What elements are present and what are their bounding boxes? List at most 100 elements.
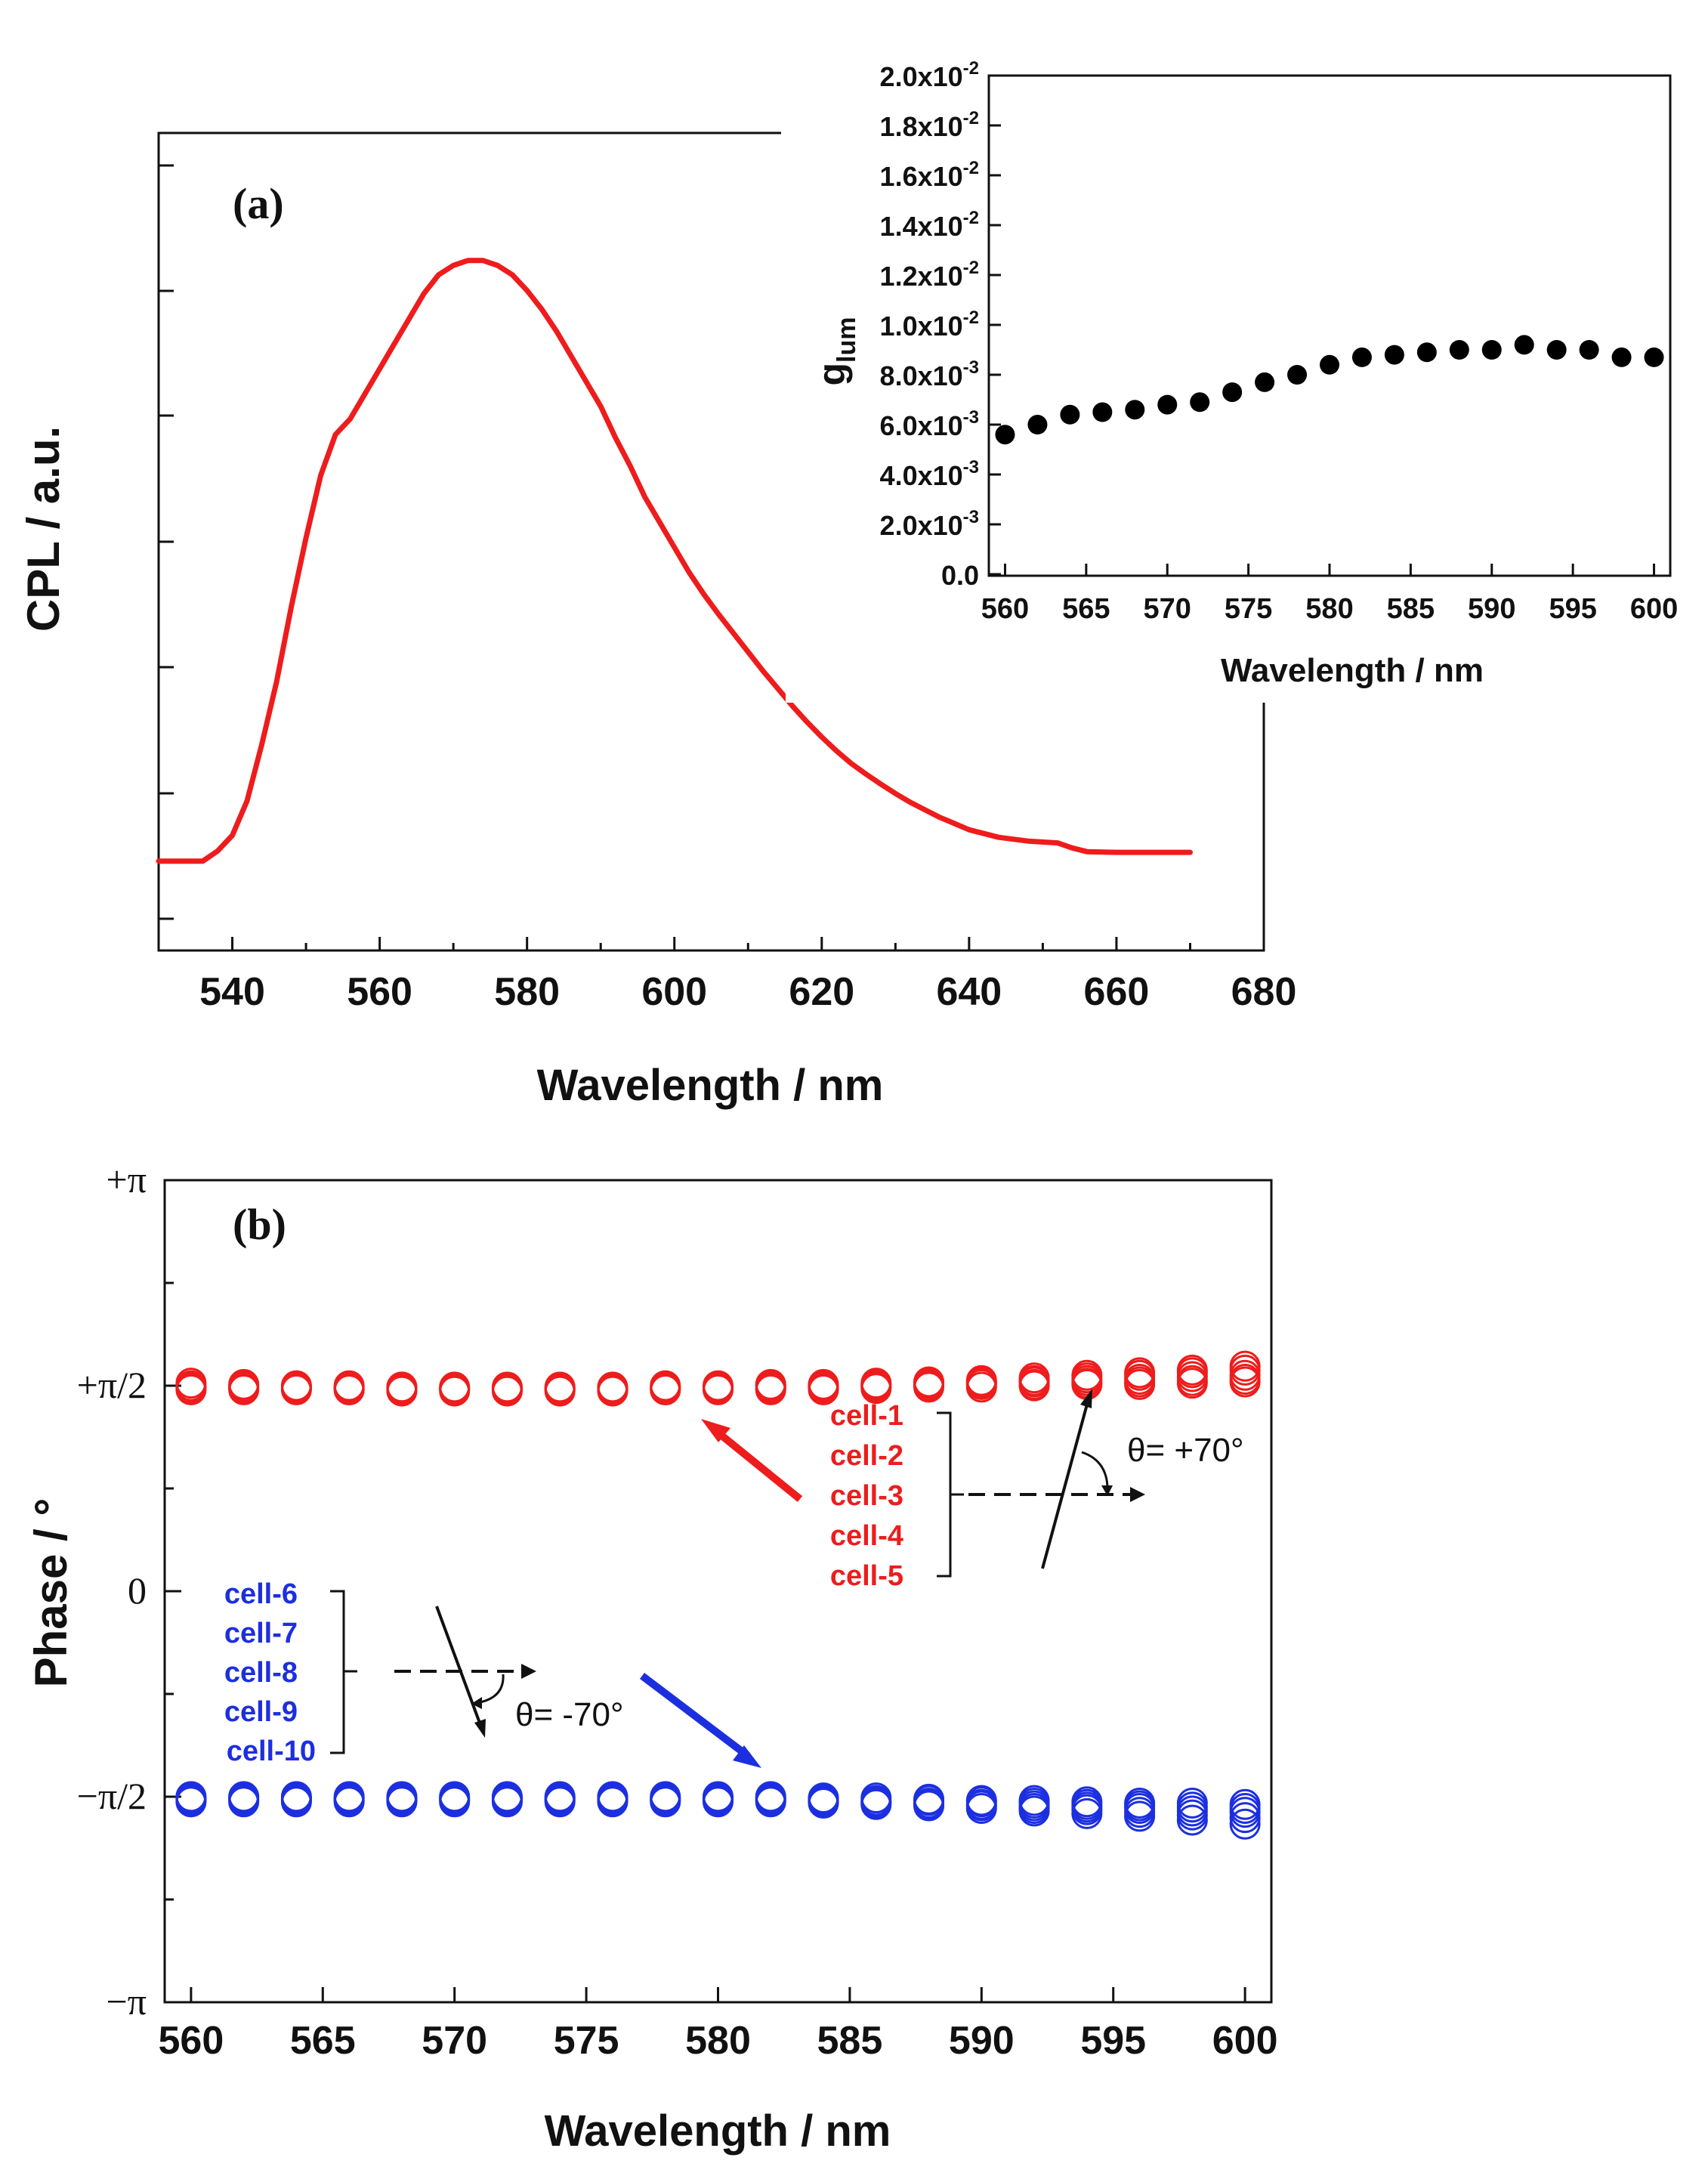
- inset-y-tick-label: 0.0: [941, 560, 979, 591]
- panel-b-x-tick-label: 560: [158, 2019, 224, 2063]
- glum-point: [1384, 345, 1404, 365]
- glum-point: [1320, 354, 1339, 375]
- phase-point-cell-5: [755, 1374, 786, 1405]
- phase-point-cell-5: [439, 1375, 471, 1407]
- inset-y-tick-label: 8.0x10-3: [880, 357, 979, 391]
- phase-point-cell-5: [913, 1371, 945, 1403]
- phase-point-cell-10: [439, 1781, 471, 1813]
- theta-negative-label: θ= -70°: [515, 1696, 624, 1733]
- legend-cell-9: cell-9: [224, 1696, 298, 1728]
- panel-a-x-tick-label: 560: [347, 970, 412, 1014]
- legend-cell-4: cell-4: [830, 1520, 903, 1552]
- phase-point-cell-10: [1124, 1788, 1156, 1819]
- glum-point: [1092, 402, 1113, 422]
- panel-a-x-ticks: [231, 937, 1265, 950]
- phase-point-cell-5: [175, 1374, 207, 1405]
- blue-angle-arc-arrowhead: [471, 1697, 482, 1709]
- panel-a-x-tick-label: 600: [641, 970, 707, 1014]
- legend-cell-10: cell-10: [227, 1736, 316, 1767]
- phase-point-cell-10: [544, 1781, 576, 1813]
- red-cell-legend: cell-1 cell-2 cell-3 cell-4 cell-5: [830, 1400, 903, 1592]
- inset-y-axis-label: glum: [811, 317, 861, 386]
- phase-point-cell-10: [650, 1781, 681, 1813]
- phase-point-cell-5: [808, 1374, 839, 1405]
- panel-a-x-tick-label: 580: [494, 970, 560, 1014]
- inset-x-tick-label: 595: [1549, 593, 1596, 625]
- legend-cell-2: cell-2: [830, 1440, 903, 1472]
- phase-point-cell-5: [544, 1375, 576, 1407]
- legend-cell-5: cell-5: [830, 1560, 903, 1592]
- panel-b-y-axis-label: Phase / °: [26, 1498, 76, 1688]
- inset-y-tick-label: 1.4x10-2: [880, 208, 979, 242]
- inset-y-tick-label: 4.0x10-3: [880, 457, 979, 491]
- red-polarizer-arrowhead: [1080, 1389, 1092, 1408]
- legend-cell-8: cell-8: [224, 1657, 298, 1689]
- phase-point-cell-5: [597, 1375, 629, 1407]
- inset-y-tick-label: 1.2x10-2: [880, 258, 979, 292]
- phase-point-cell-10: [386, 1781, 418, 1813]
- panel-b-x-tick-label: 595: [1080, 2019, 1146, 2063]
- phase-point-cell-5: [386, 1375, 418, 1407]
- inset-x-tick-label: 585: [1387, 593, 1435, 625]
- legend-cell-7: cell-7: [224, 1618, 298, 1649]
- inset-x-tick-label: 570: [1144, 593, 1191, 625]
- legend-cell-6: cell-6: [224, 1578, 298, 1610]
- inset-x-tick-label: 560: [981, 593, 1029, 625]
- panel-b-phase-points: [175, 1350, 1261, 1840]
- panel-b-x-tick-label: 600: [1212, 2019, 1278, 2063]
- panel-b-x-tick-label: 590: [949, 2019, 1015, 2063]
- panel-a-axes-frame: [157, 131, 1265, 952]
- panel-a-cpl-chart: 540 560 580 600 620 640 660 680 (a) Wavelength …: [18, 131, 1296, 1110]
- panel-b-x-tick-label: 570: [422, 2019, 487, 2063]
- panel-b-x-tick-label: 575: [554, 2019, 619, 2063]
- panel-b-y-tick-label: +π/2: [77, 1364, 147, 1406]
- glum-point: [1157, 394, 1178, 415]
- glum-point: [1644, 347, 1664, 367]
- phase-point-cell-5: [860, 1373, 892, 1405]
- phase-point-cell-10: [965, 1785, 997, 1816]
- red-polarizer-axis-line: [1041, 1401, 1089, 1569]
- inset-x-axis-label: Wavelength / nm: [1221, 652, 1484, 689]
- panel-a-x-tick-label: 620: [789, 970, 854, 1014]
- legend-cell-3: cell-3: [830, 1480, 903, 1512]
- inset-x-ticks: [1003, 564, 1656, 576]
- phase-point-cell-5: [703, 1374, 734, 1405]
- glum-point: [1287, 365, 1308, 385]
- panel-b-x-axis-label: Wavelength / nm: [545, 2106, 891, 2156]
- phase-point-cell-5: [965, 1371, 997, 1403]
- theta-positive-label: θ= +70°: [1127, 1432, 1244, 1469]
- inset-x-tick-labels: 560 565 570 575 580 585 590 595 600: [981, 593, 1678, 625]
- blue-cell-legend: cell-6 cell-7 cell-8 cell-9 cell-10: [224, 1578, 316, 1767]
- phase-point-cell-10: [491, 1781, 523, 1813]
- panel-b-y-tick-label: −π/2: [77, 1775, 147, 1817]
- inset-y-tick-label: 6.0x10-3: [880, 407, 979, 441]
- glum-point: [1125, 400, 1145, 420]
- inset-x-tick-label: 600: [1630, 593, 1678, 625]
- blue-polarizer-axis-line: [435, 1606, 482, 1726]
- phase-point-cell-10: [1229, 1788, 1261, 1820]
- cpl-spectrum-line: [156, 258, 1193, 864]
- phase-point-cell-10: [808, 1782, 839, 1814]
- glum-point: [1546, 340, 1567, 360]
- glum-point: [1481, 340, 1502, 360]
- panel-b-x-tick-label: 580: [685, 2019, 751, 2063]
- inset-y-tick-label: 1.8x10-2: [880, 108, 979, 142]
- phase-point-cell-6: [1229, 1808, 1261, 1840]
- glum-point: [1351, 347, 1372, 367]
- glum-point: [1416, 342, 1437, 363]
- blue-indicator-arrow-line: [639, 1673, 751, 1759]
- panel-a-x-tick-label: 540: [199, 970, 265, 1014]
- inset-y-tick-labels: 0.0 2.0x10-3 4.0x10-3 6.0x10-3 8.0x10-3 1.0x1…: [880, 58, 979, 591]
- panel-b-x-tick-label: 585: [817, 2019, 883, 2063]
- panel-a-label: (a): [233, 179, 284, 228]
- inset-y-axis-label-group: glum: [811, 317, 861, 386]
- panel-a-x-tick-label: 640: [936, 970, 1002, 1014]
- panel-b-y-tick-label: +π: [107, 1158, 147, 1201]
- phase-point-cell-10: [280, 1781, 312, 1813]
- inset-x-tick-label: 580: [1305, 593, 1353, 625]
- glum-point: [995, 425, 1015, 445]
- phase-point-cell-10: [228, 1781, 260, 1813]
- phase-point-cell-10: [1176, 1788, 1208, 1819]
- blue-polarizer-arrowhead: [474, 1719, 486, 1738]
- glum-point: [1190, 392, 1210, 413]
